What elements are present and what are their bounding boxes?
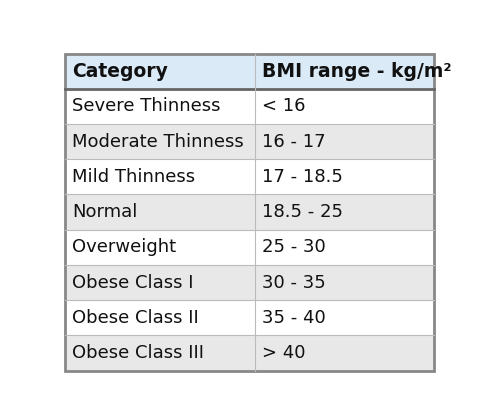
- Text: Normal: Normal: [72, 203, 138, 221]
- Text: Severe Thinness: Severe Thinness: [72, 97, 221, 116]
- Text: 16 - 17: 16 - 17: [262, 133, 326, 151]
- Text: Moderate Thinness: Moderate Thinness: [72, 133, 244, 151]
- Bar: [65, 194, 434, 230]
- Text: 30 - 35: 30 - 35: [262, 273, 326, 291]
- Text: 35 - 40: 35 - 40: [262, 309, 326, 327]
- Bar: [65, 124, 434, 159]
- Text: 25 - 30: 25 - 30: [262, 238, 326, 256]
- Text: 18.5 - 25: 18.5 - 25: [262, 203, 343, 221]
- Text: < 16: < 16: [262, 97, 305, 116]
- Bar: [65, 335, 434, 370]
- Text: Overweight: Overweight: [72, 238, 176, 256]
- Bar: [65, 54, 434, 89]
- Bar: [65, 89, 434, 124]
- Bar: [65, 265, 434, 300]
- Text: Mild Thinness: Mild Thinness: [72, 168, 195, 186]
- Bar: [65, 159, 434, 194]
- Text: 17 - 18.5: 17 - 18.5: [262, 168, 343, 186]
- Text: Obese Class III: Obese Class III: [72, 344, 204, 362]
- Text: Category: Category: [72, 62, 168, 81]
- Bar: [65, 230, 434, 265]
- Text: BMI range - kg/m²: BMI range - kg/m²: [262, 62, 451, 81]
- Text: Obese Class II: Obese Class II: [72, 309, 199, 327]
- Text: > 40: > 40: [262, 344, 305, 362]
- Bar: [65, 300, 434, 335]
- Text: Obese Class I: Obese Class I: [72, 273, 193, 291]
